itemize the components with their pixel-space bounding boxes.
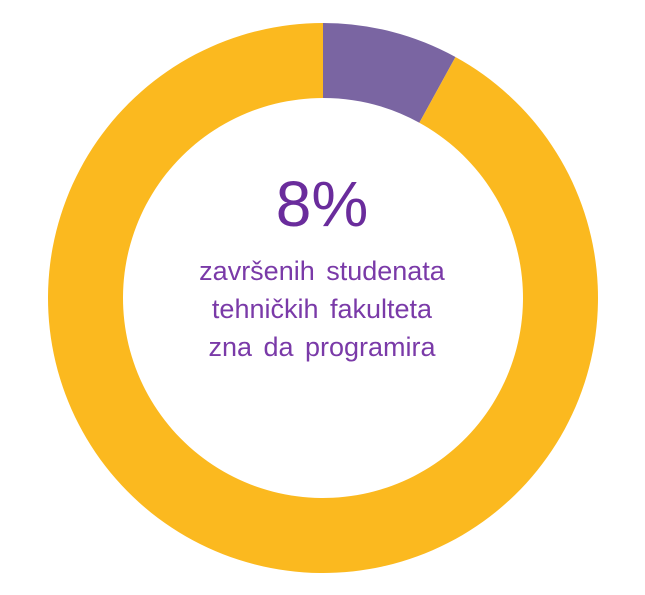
donut-slice-0 bbox=[323, 23, 456, 123]
center-caption: završenih studenata tehničkih fakulteta … bbox=[172, 252, 472, 366]
caption-line-3: zna da programira bbox=[208, 332, 436, 362]
caption-line-2: tehničkih fakulteta bbox=[211, 294, 433, 324]
caption-line-1: završenih studenata bbox=[199, 256, 445, 286]
center-percentage: 8% bbox=[275, 168, 369, 240]
